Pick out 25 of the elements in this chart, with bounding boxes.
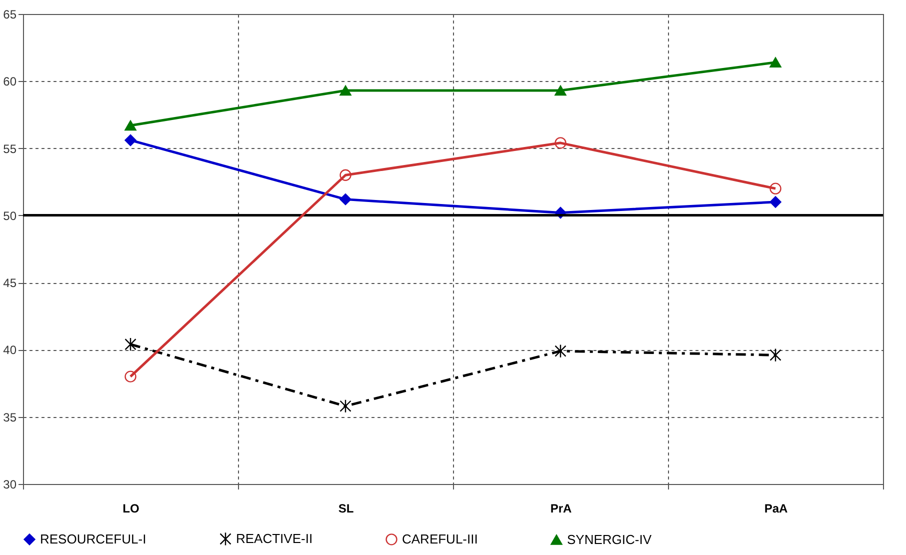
x-tick-label: PaA (764, 502, 788, 516)
y-tick-label: 45 (3, 276, 17, 290)
y-tick-label: 60 (3, 74, 17, 89)
y-tick-label: 50 (3, 208, 17, 223)
x-tick-label: LO (122, 502, 140, 516)
x-tick-label: PrA (550, 502, 572, 516)
legend-label: CAREFUL-III (402, 531, 478, 546)
y-tick-label: 40 (3, 343, 17, 358)
y-tick-label: 55 (3, 142, 17, 156)
legend-label: RESOURCEFUL-I (40, 531, 146, 546)
point (554, 344, 566, 358)
point (124, 120, 136, 131)
point (770, 348, 782, 362)
legend-label: REACTIVE-II (236, 530, 313, 546)
point (770, 182, 782, 194)
y-tick-label: 65 (3, 8, 17, 22)
point (124, 337, 136, 352)
y-tick-label: 30 (3, 478, 17, 492)
point (340, 399, 352, 414)
legend-label: SYNERGIC-IV (567, 532, 652, 547)
x-tick-label: SL (338, 502, 354, 516)
y-tick-label: 35 (3, 410, 17, 424)
point (124, 370, 136, 382)
point (340, 169, 352, 181)
point (554, 137, 566, 149)
